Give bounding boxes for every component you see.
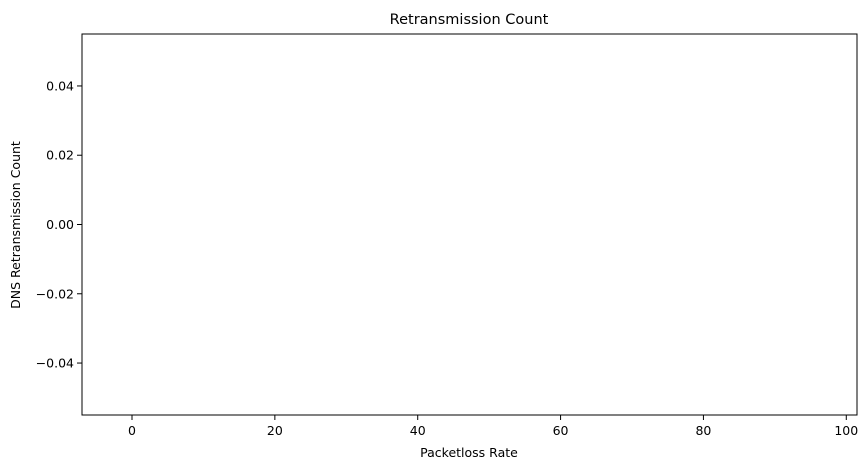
- y-tick-label: 0.00: [46, 217, 74, 232]
- x-tick-label: 80: [695, 423, 711, 438]
- x-tick-label: 20: [267, 423, 283, 438]
- y-axis-label: DNS Retransmission Count: [8, 141, 23, 309]
- y-tick-label: 0.02: [46, 148, 74, 163]
- x-tick-label: 40: [410, 423, 426, 438]
- y-axis: 0.04 0.02 0.00 −0.02 −0.04: [36, 78, 82, 371]
- x-tick-label: 100: [834, 423, 858, 438]
- x-tick-label: 60: [553, 423, 569, 438]
- x-tick-label: 0: [128, 423, 136, 438]
- y-tick-label: −0.04: [36, 356, 74, 371]
- plot-area: [81, 33, 858, 416]
- y-tick-label: 0.04: [46, 78, 74, 93]
- x-axis-label: Packetloss Rate: [420, 445, 518, 460]
- x-axis: 0 20 40 60 80 100: [128, 415, 858, 438]
- chart-title: Retransmission Count: [390, 12, 549, 28]
- y-tick-label: −0.02: [36, 286, 74, 301]
